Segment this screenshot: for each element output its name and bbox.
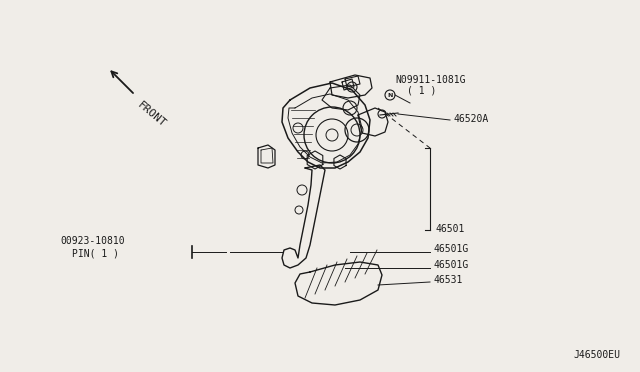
Text: FRONT: FRONT xyxy=(135,100,167,129)
Text: 46501G: 46501G xyxy=(433,244,468,254)
Text: 46531: 46531 xyxy=(433,275,462,285)
Text: ( 1 ): ( 1 ) xyxy=(407,85,436,95)
Text: PIN( 1 ): PIN( 1 ) xyxy=(72,248,119,258)
Text: 46501G: 46501G xyxy=(433,260,468,270)
Text: N09911-1081G: N09911-1081G xyxy=(395,75,465,85)
Text: J46500EU: J46500EU xyxy=(573,350,620,360)
Text: 46501: 46501 xyxy=(435,224,465,234)
Text: N: N xyxy=(387,93,393,97)
Text: 00923-10810: 00923-10810 xyxy=(60,236,125,246)
Text: 46520A: 46520A xyxy=(453,114,488,124)
